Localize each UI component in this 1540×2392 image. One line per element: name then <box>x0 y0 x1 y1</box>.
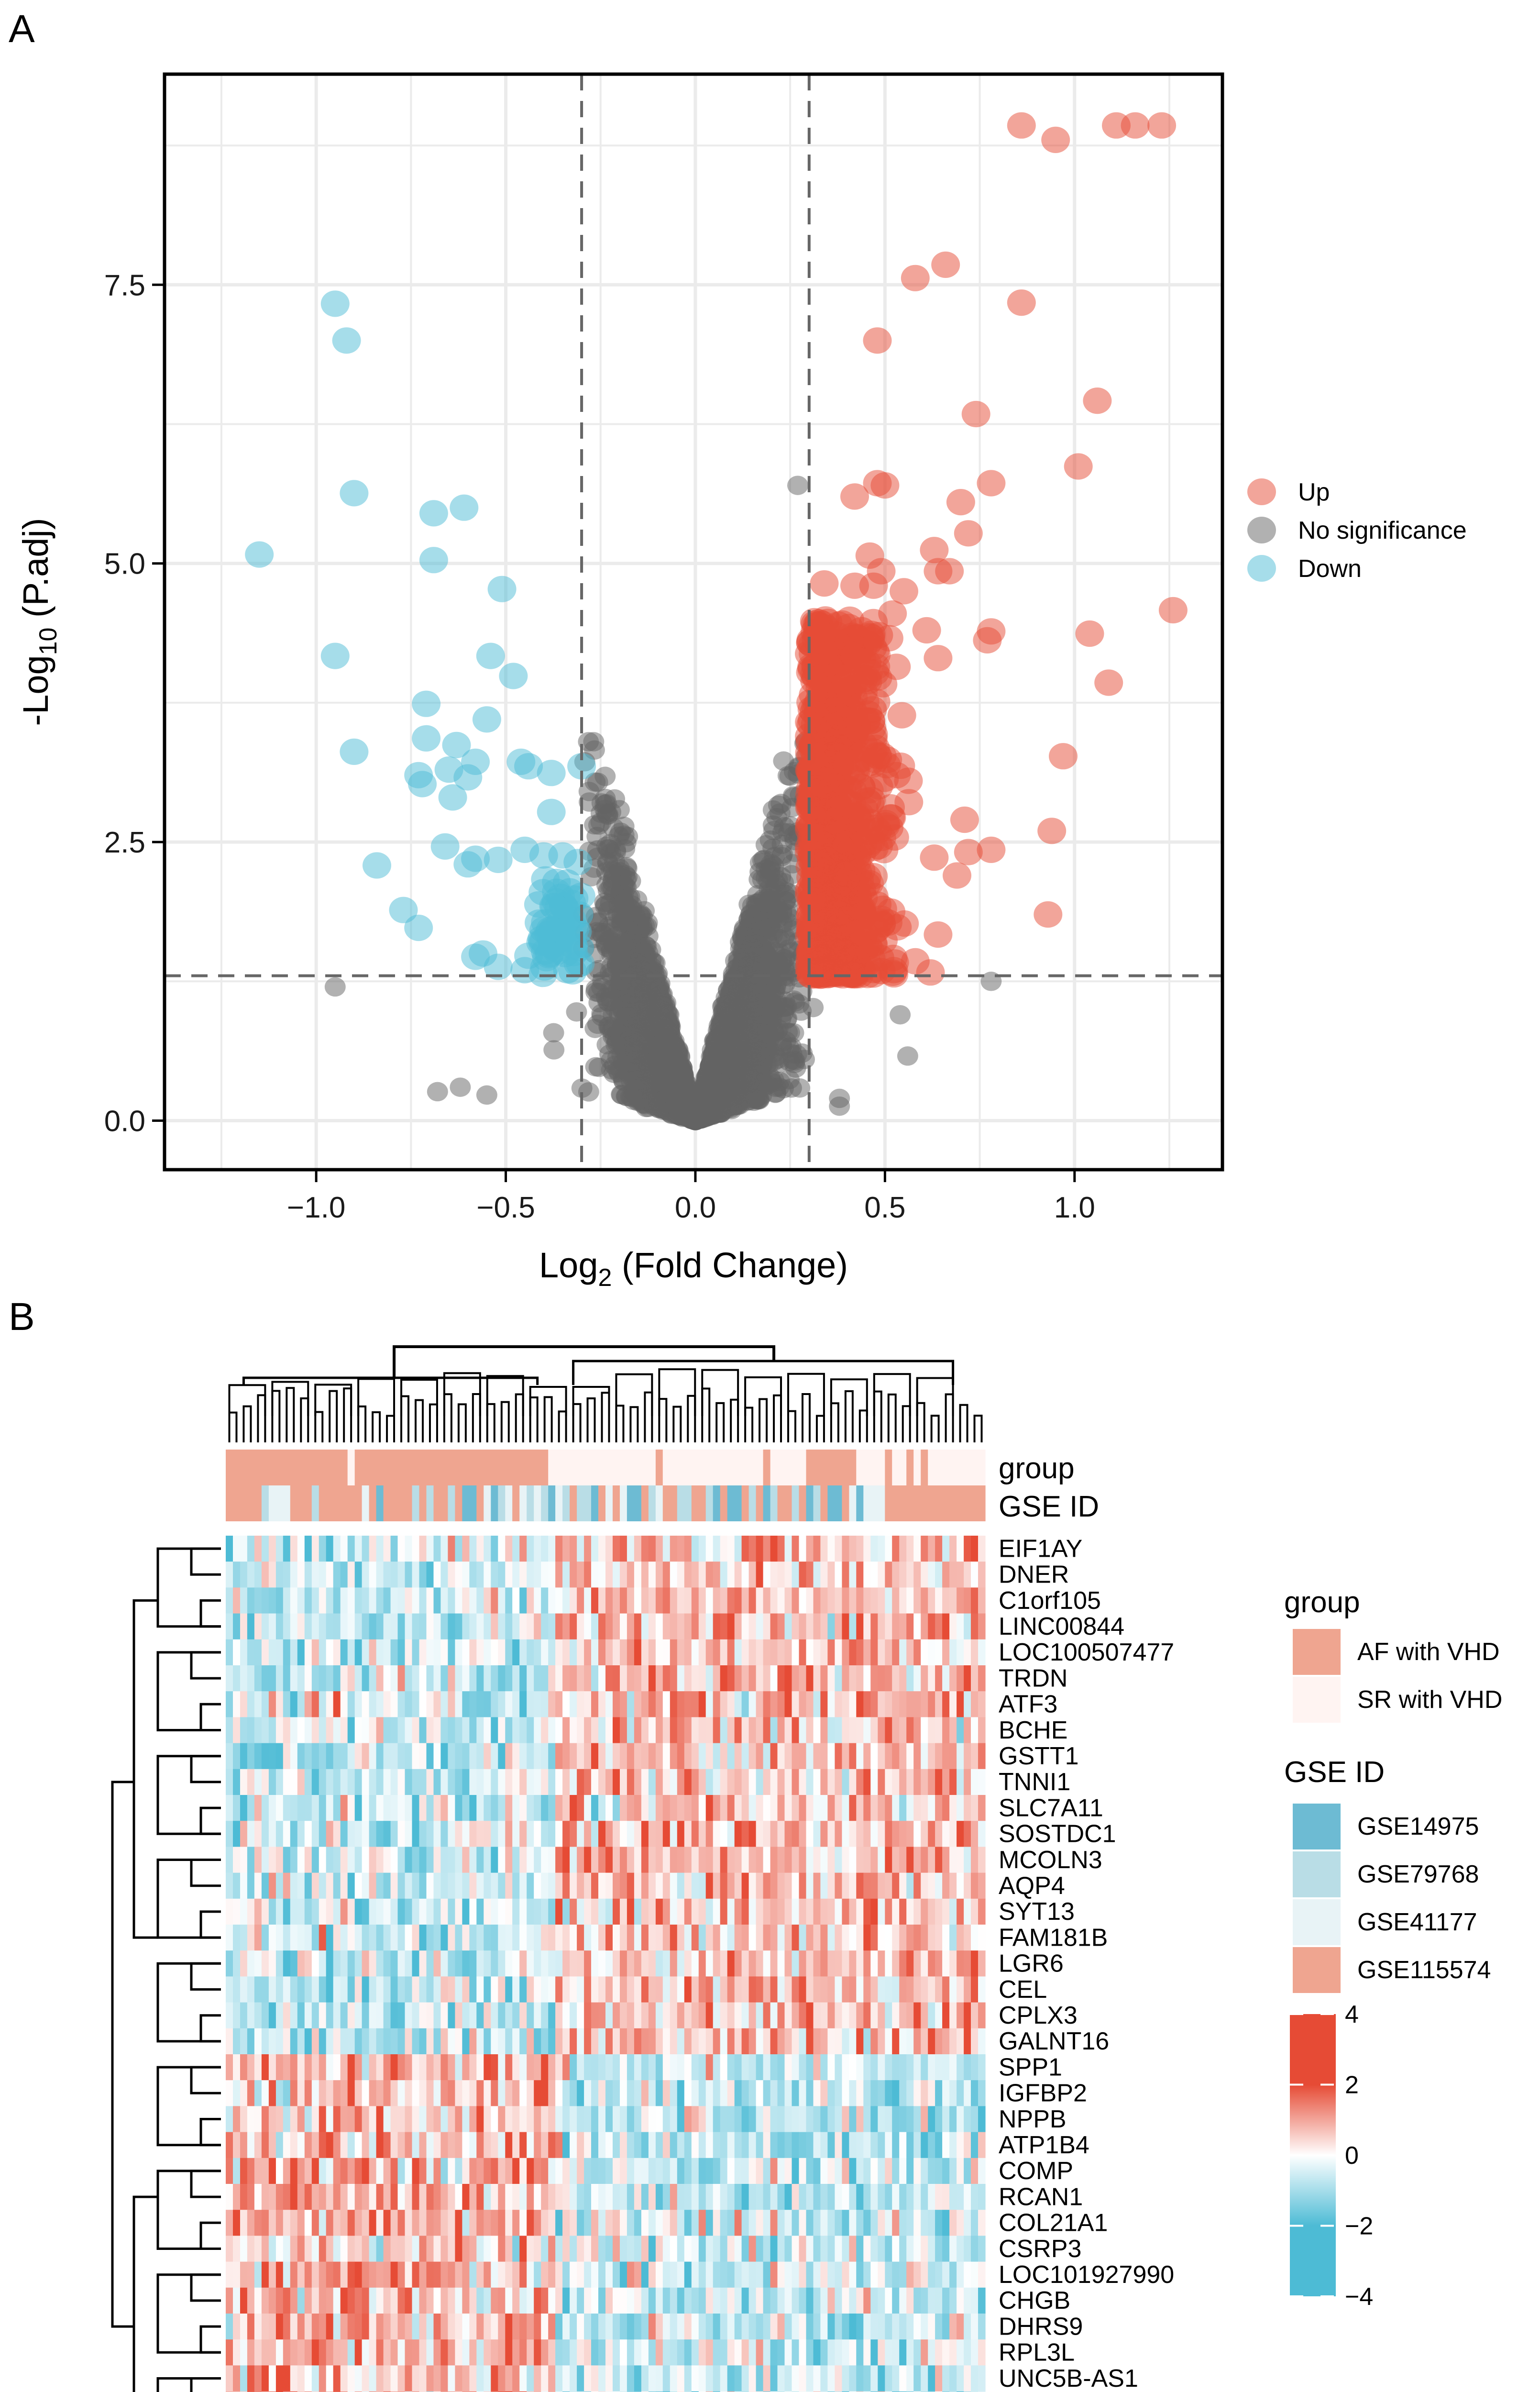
point-no-significance <box>739 1017 760 1037</box>
point-no-significance <box>601 941 622 961</box>
point-no-significance <box>600 963 621 983</box>
point-no-significance <box>615 833 637 853</box>
point-no-significance <box>718 1029 740 1048</box>
point-no-significance <box>742 923 764 942</box>
point-no-significance <box>543 1023 564 1043</box>
point-no-significance <box>639 1092 660 1112</box>
point-no-significance <box>603 1063 625 1083</box>
point-no-significance <box>566 1002 587 1022</box>
point-no-significance <box>772 822 793 842</box>
point-no-significance <box>644 971 665 991</box>
point-no-significance <box>588 815 609 835</box>
point-no-significance <box>598 901 619 921</box>
point-no-significance <box>627 920 648 940</box>
point-no-significance <box>769 803 791 823</box>
point-no-significance <box>760 854 782 874</box>
point-no-significance <box>803 997 824 1018</box>
point-no-significance <box>766 903 788 923</box>
point-no-significance <box>594 766 616 786</box>
point-no-significance <box>609 1004 630 1024</box>
point-no-significance <box>618 1043 639 1063</box>
volcano-plot: A −1.0 −0.5 0.0 0.5 1.0 0.02.55.07.5 Log2 (F… <box>9 7 1467 1292</box>
point-no-significance <box>731 1082 752 1102</box>
point-no-significance <box>787 476 808 495</box>
point-no-significance <box>784 992 805 1012</box>
point-no-significance <box>647 1013 669 1033</box>
point-no-significance <box>774 949 796 968</box>
point-no-significance <box>588 983 609 1003</box>
point-no-significance <box>543 1040 565 1060</box>
point-no-significance <box>630 1000 651 1020</box>
point-no-significance <box>681 1099 702 1119</box>
point-no-significance <box>590 922 612 942</box>
point-no-significance <box>741 942 762 963</box>
scatter-points <box>245 112 1188 1130</box>
point-no-significance <box>757 1024 779 1044</box>
point-no-significance <box>754 1076 776 1096</box>
grid-lines <box>165 74 1222 1170</box>
point-no-significance <box>583 732 605 752</box>
point-no-significance <box>718 1008 739 1028</box>
point-no-significance <box>668 1064 690 1085</box>
plot-background <box>165 74 1222 1170</box>
point-no-significance <box>324 977 346 997</box>
point-no-significance <box>634 943 655 963</box>
point-no-significance <box>700 1104 722 1123</box>
point-no-significance <box>656 1030 678 1050</box>
point-no-significance <box>635 1061 657 1081</box>
point-no-significance <box>763 1051 785 1071</box>
point-no-significance <box>758 871 780 890</box>
point-no-significance <box>619 887 640 907</box>
point-no-significance <box>654 1047 675 1066</box>
point-no-significance <box>731 984 753 1004</box>
point-no-significance <box>720 1059 742 1078</box>
panel-label-a: A <box>9 7 35 51</box>
